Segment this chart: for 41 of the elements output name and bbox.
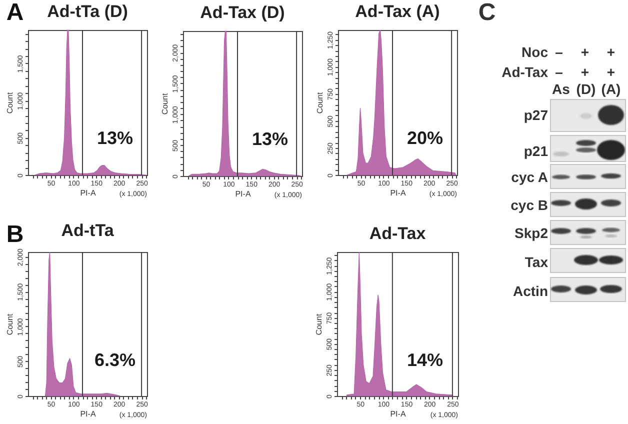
y-axis-title: Count — [314, 313, 324, 336]
text: B — [6, 221, 24, 248]
text: cyc A — [511, 169, 548, 185]
text: (A) — [601, 81, 621, 97]
annotation: 6.3% — [94, 350, 136, 370]
text: Skp2 — [514, 225, 548, 241]
text: cyc B — [510, 197, 548, 213]
x-axis-title: PI-A — [390, 410, 406, 418]
text: C — [478, 0, 496, 26]
text: p21 — [524, 143, 548, 159]
annotation: 20% — [406, 128, 444, 148]
text: Ad-Tax — [502, 64, 548, 80]
annotation: 14% — [406, 350, 444, 370]
x-axis-title: PI-A — [80, 188, 96, 198]
text: (D) — [576, 81, 596, 97]
text: p27 — [524, 107, 548, 123]
chart-title: Ad-Tax — [369, 224, 426, 243]
y-axis-title: Count — [6, 313, 14, 336]
text: – — [555, 44, 563, 60]
x-axis-title: PI-A — [80, 410, 96, 418]
y-axis-title: Count — [316, 92, 324, 114]
text: + — [606, 64, 616, 80]
chart-title: Ad-Tax (A) — [355, 2, 440, 21]
text: Noc — [522, 44, 548, 60]
y-axis-title: Count — [160, 92, 170, 115]
text: Tax — [524, 254, 548, 270]
text: As — [552, 81, 570, 97]
x-axis-title: PI-A — [235, 190, 252, 198]
text: A — [6, 0, 24, 26]
text: – — [555, 64, 563, 80]
chart-title: Ad-tTa — [61, 221, 114, 240]
text: Actin — [513, 283, 548, 299]
x-axis-title: PI-A — [390, 188, 406, 198]
text: + — [580, 44, 590, 60]
text: + — [580, 64, 590, 80]
chart-title: Ad-Tax (D) — [200, 2, 285, 22]
text: + — [606, 44, 616, 60]
annotation: 13% — [252, 129, 288, 149]
y-axis-title: Count — [6, 92, 14, 114]
annotation: 13% — [96, 128, 134, 148]
chart-title: Ad-tTa (D) — [47, 2, 128, 21]
